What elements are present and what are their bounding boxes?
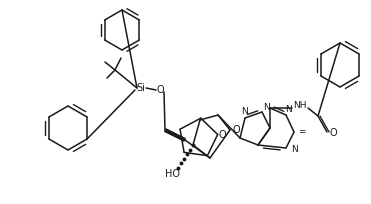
Text: N: N <box>242 106 248 115</box>
Text: O: O <box>219 130 227 140</box>
Text: O: O <box>156 85 164 95</box>
Text: O: O <box>232 125 240 135</box>
Text: N: N <box>285 104 291 113</box>
Text: HO: HO <box>165 169 181 179</box>
Text: O: O <box>329 128 337 138</box>
Text: N: N <box>264 103 270 112</box>
Text: NH: NH <box>293 102 307 111</box>
Text: Si: Si <box>137 83 145 93</box>
Text: N: N <box>290 145 298 154</box>
Text: =: = <box>298 128 306 136</box>
